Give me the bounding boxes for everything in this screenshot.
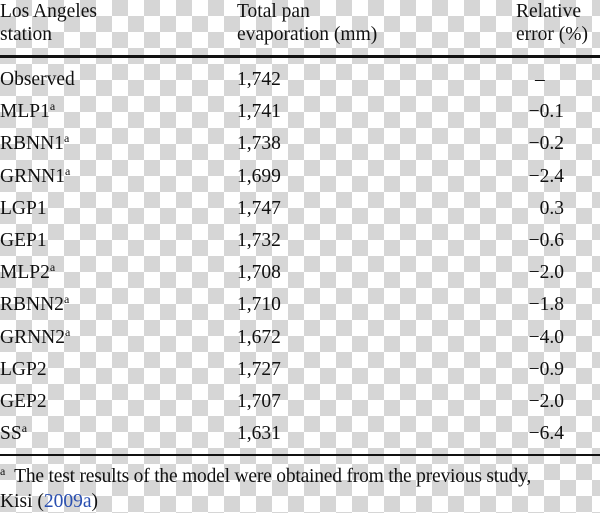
model-name: RBNN1 <box>0 133 64 155</box>
error-cell: 0.3 <box>539 197 564 219</box>
total-cell: 1,727 <box>237 358 281 380</box>
error-cell: −0.1 <box>528 101 564 123</box>
total-cell: 1,699 <box>237 165 281 187</box>
model-cell: GRNN1a <box>0 163 71 188</box>
total-cell: 1,747 <box>237 197 281 219</box>
header-cell: Total pan <box>237 1 310 22</box>
error-cell: – <box>535 69 545 90</box>
footnote-marker: a <box>49 99 56 114</box>
total-cell: 1,742 <box>237 69 281 90</box>
model-name: RBNN2 <box>0 294 64 316</box>
error-cell: −0.6 <box>528 230 564 251</box>
footnote-marker: a <box>65 163 71 178</box>
total-cell: 1,732 <box>237 230 281 251</box>
total-cell: 1,707 <box>237 391 281 412</box>
model-cell: GEP2 <box>0 391 47 413</box>
total-cell: 1,631 <box>237 423 281 445</box>
error-cell: −2.4 <box>528 165 564 187</box>
footnote-marker: a <box>63 292 70 307</box>
total-cell: 1,710 <box>237 294 281 316</box>
model-name: GRNN2 <box>0 326 66 348</box>
model-name: GRNN1 <box>0 165 66 187</box>
bottom-rule <box>0 454 600 456</box>
error-cell: −0.2 <box>528 133 564 155</box>
footnote-line: a The test results of the model were obt… <box>0 464 532 488</box>
model-name: GEP1 <box>0 230 47 251</box>
footnote-marker: a <box>49 260 56 275</box>
total-cell: 1,708 <box>237 262 281 284</box>
total-cell: 1,738 <box>237 133 281 155</box>
error-cell: −1.8 <box>528 294 564 316</box>
footnote-text: ) <box>91 491 99 512</box>
header-cell: evaporation (mm) <box>237 24 378 45</box>
model-cell: Observed <box>0 69 75 91</box>
footnote-line: Kisi (2009a) <box>0 491 98 513</box>
header-cell: error (%) <box>516 24 588 45</box>
footnote-text: The test results of the model were obtai… <box>14 466 532 487</box>
footnote-text: Kisi ( <box>0 491 44 512</box>
model-name: LGP2 <box>0 358 47 380</box>
model-cell: RBNN2a <box>0 292 70 316</box>
model-cell: SSa <box>0 421 28 445</box>
model-cell: RBNN1a <box>0 131 70 155</box>
footnote-marker: a <box>21 421 28 436</box>
header-cell: Relative <box>516 1 581 22</box>
footnote-marker: a <box>63 131 70 146</box>
total-cell: 1,672 <box>237 326 281 348</box>
header-rule <box>0 55 600 58</box>
error-cell: −0.9 <box>528 358 564 380</box>
citation-link: 2009a <box>43 491 92 512</box>
header-cell: Los Angeles <box>0 1 97 22</box>
error-cell: −6.4 <box>528 423 564 445</box>
model-name: LGP1 <box>0 197 47 219</box>
model-cell: GRNN2a <box>0 324 71 349</box>
model-cell: MLP2a <box>0 260 56 284</box>
footnote-marker: a <box>65 324 71 339</box>
model-name: GEP2 <box>0 391 47 412</box>
model-cell: LGP2 <box>0 359 47 381</box>
model-cell: MLP1a <box>0 99 56 123</box>
model-name: SS <box>0 423 22 445</box>
model-name: MLP1 <box>0 101 50 123</box>
error-cell: −2.0 <box>528 391 564 412</box>
footnote-marker: a <box>0 464 6 478</box>
model-cell: GEP1 <box>0 230 47 252</box>
model-cell: LGP1 <box>0 198 47 220</box>
model-name: MLP2 <box>0 262 50 284</box>
error-cell: −4.0 <box>528 326 564 348</box>
error-cell: −2.0 <box>528 262 564 284</box>
total-cell: 1,741 <box>237 101 281 123</box>
header-cell: station <box>0 24 52 45</box>
model-name: Observed <box>0 69 75 90</box>
